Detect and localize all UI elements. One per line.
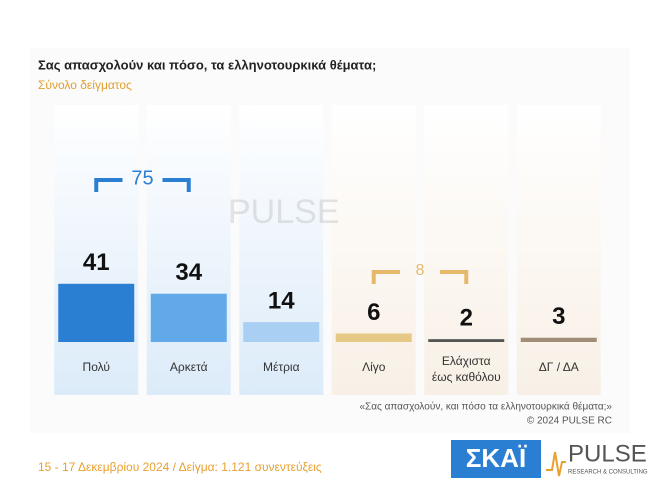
bar — [150, 293, 227, 342]
column-bg — [146, 105, 231, 395]
x-tick-label: ΔΓ / ΔΑ — [539, 360, 579, 374]
bar — [335, 333, 412, 342]
value-label: 14 — [268, 287, 295, 314]
bracket-label: 75 — [131, 167, 153, 189]
chart-subtitle: Σύνολο δείγματος — [38, 78, 132, 92]
x-tick-label: έως καθόλου — [432, 370, 501, 384]
x-tick-label: Ελάχιστα — [442, 354, 491, 368]
value-label: 41 — [83, 249, 110, 276]
value-label: 3 — [552, 303, 565, 330]
column-bg — [424, 105, 509, 395]
bracket — [371, 270, 469, 284]
column-bg — [331, 105, 416, 395]
chart-title: Σας απασχολούν και πόσο, τα ελληνοτουρκι… — [38, 57, 376, 72]
bracket — [94, 178, 191, 192]
bar — [243, 322, 320, 342]
footnote: «Σας απασχολούν, και πόσο τα ελληνοτουρκ… — [359, 401, 612, 413]
value-label: 34 — [175, 259, 202, 286]
x-tick-label: Πολύ — [83, 360, 110, 374]
watermark: PULSE — [228, 193, 340, 231]
pulse-logo-icon — [546, 451, 566, 477]
pulse-logo-sub: RESEARCH & CONSULTING — [568, 470, 648, 476]
column-bg — [516, 105, 601, 395]
x-tick-label: Αρκετά — [170, 360, 208, 374]
column-bg — [54, 105, 139, 395]
column-bg — [239, 105, 324, 395]
bar — [520, 337, 597, 342]
bar — [428, 339, 505, 342]
footnote: © 2024 PULSE RC — [527, 416, 612, 427]
watermark-text: PULSE — [228, 193, 340, 231]
skai-logo-text: ΣΚΑΪ — [466, 443, 527, 473]
value-label: 6 — [367, 299, 380, 326]
x-tick-label: Λίγο — [362, 360, 386, 374]
footer: 15 - 17 Δεκεμβρίου 2024 / Δείγμα: 1.121 … — [38, 460, 322, 474]
pulse-logo: PULSE — [568, 440, 647, 467]
x-tick-label: Μέτρια — [263, 360, 300, 374]
value-label: 2 — [460, 305, 473, 332]
bracket-label: 8 — [416, 262, 425, 279]
bar — [58, 283, 135, 342]
skai-logo — [451, 440, 541, 478]
